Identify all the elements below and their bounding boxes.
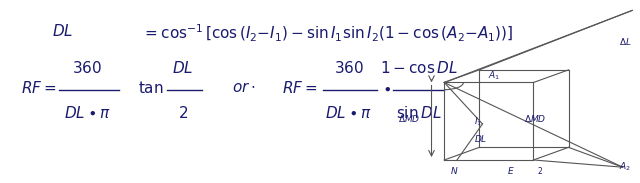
Text: $RF =$: $RF =$	[282, 80, 317, 96]
Text: $\Delta MD$: $\Delta MD$	[398, 113, 420, 124]
Text: $DL$: $DL$	[172, 60, 194, 76]
Text: $360$: $360$	[333, 60, 364, 76]
Text: $N$: $N$	[449, 165, 458, 176]
Text: $A_2$: $A_2$	[620, 161, 632, 173]
Text: $\Delta MD$: $\Delta MD$	[524, 113, 547, 124]
Text: $DL$: $DL$	[52, 23, 74, 39]
Text: $\tan$: $\tan$	[138, 80, 164, 96]
Text: $or\cdot$: $or\cdot$	[232, 80, 255, 95]
Text: $= \cos^{-1}\left[\cos\left(I_2{-}I_1\right) - \sin I_1 \sin I_2\left(1-\cos\lef: $= \cos^{-1}\left[\cos\left(I_2{-}I_1\ri…	[141, 23, 513, 44]
Text: $DL \bullet \pi$: $DL \bullet \pi$	[64, 105, 111, 121]
Text: $\bullet$: $\bullet$	[383, 80, 392, 95]
Text: $DL \bullet \pi$: $DL \bullet \pi$	[325, 105, 372, 121]
Text: $\sin DL$: $\sin DL$	[396, 105, 442, 121]
Text: $I_1$: $I_1$	[474, 116, 483, 128]
Text: $1 - \cos DL$: $1 - \cos DL$	[380, 60, 458, 76]
Text: $360$: $360$	[72, 60, 102, 76]
Text: $DL$: $DL$	[474, 133, 488, 144]
Text: $A_1$: $A_1$	[488, 69, 500, 82]
Text: $2$: $2$	[178, 105, 188, 121]
Text: $E$: $E$	[508, 165, 515, 176]
Text: $RF =$: $RF =$	[20, 80, 56, 96]
Text: $2$: $2$	[537, 165, 543, 176]
Text: $\Delta L$: $\Delta L$	[620, 36, 632, 46]
